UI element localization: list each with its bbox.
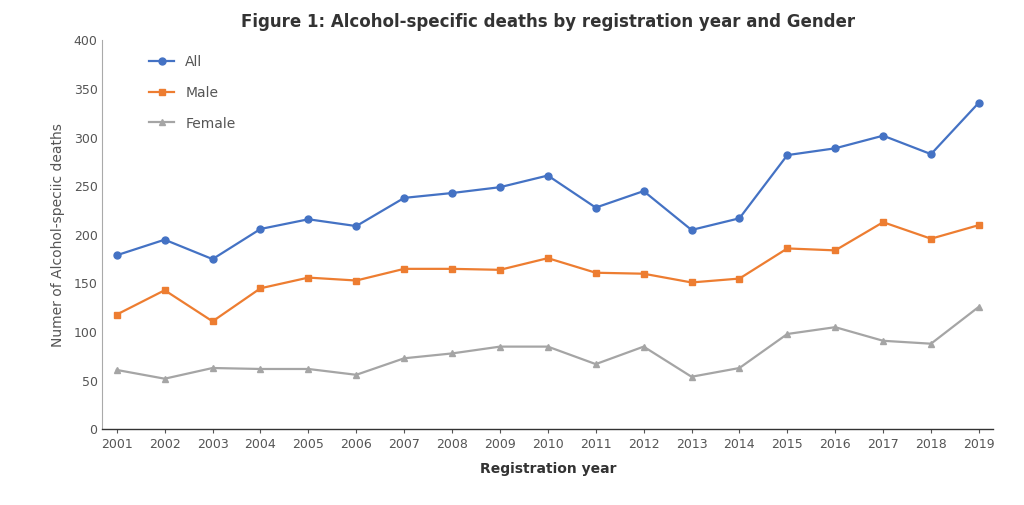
All — [590, 205, 602, 211]
All — [877, 133, 889, 139]
Male — [590, 270, 602, 276]
Female — [638, 343, 650, 349]
Female — [685, 374, 697, 380]
Male — [638, 271, 650, 277]
Y-axis label: Numer of Alcohol-speciic deaths: Numer of Alcohol-speciic deaths — [51, 123, 66, 347]
All — [685, 227, 697, 233]
Male — [207, 318, 219, 324]
Female — [254, 366, 266, 372]
All — [542, 173, 554, 179]
Female — [781, 331, 794, 337]
Female — [207, 365, 219, 371]
Female — [398, 355, 411, 361]
Male — [494, 267, 506, 273]
All — [350, 223, 362, 229]
Female — [925, 341, 937, 347]
Male — [445, 266, 458, 272]
All — [111, 252, 123, 258]
Line: Female: Female — [114, 304, 982, 382]
All — [829, 145, 842, 152]
Male — [973, 222, 985, 228]
Female — [877, 338, 889, 344]
Line: All: All — [114, 99, 982, 263]
All — [925, 151, 937, 157]
Male — [398, 266, 411, 272]
All — [398, 195, 411, 201]
Female — [111, 367, 123, 373]
Male — [925, 236, 937, 242]
Line: Male: Male — [114, 219, 982, 325]
Male — [542, 255, 554, 261]
All — [973, 99, 985, 106]
All — [207, 256, 219, 262]
All — [254, 226, 266, 232]
Male — [733, 276, 745, 282]
All — [638, 188, 650, 194]
Female — [542, 343, 554, 349]
Male — [685, 279, 697, 285]
Male — [350, 277, 362, 283]
All — [733, 215, 745, 221]
All — [494, 184, 506, 190]
All — [159, 237, 171, 243]
Female — [350, 372, 362, 378]
Male — [829, 247, 842, 254]
X-axis label: Registration year: Registration year — [479, 463, 616, 476]
Male — [111, 312, 123, 318]
All — [445, 190, 458, 196]
Female — [159, 376, 171, 382]
Female — [829, 324, 842, 330]
Male — [254, 285, 266, 291]
Female — [494, 343, 506, 349]
Female — [445, 350, 458, 357]
Male — [781, 245, 794, 251]
Female — [302, 366, 314, 372]
All — [302, 216, 314, 222]
Male — [302, 275, 314, 281]
Title: Figure 1: Alcohol-specific deaths by registration year and Gender: Figure 1: Alcohol-specific deaths by reg… — [241, 13, 855, 30]
Legend: All, Male, Female: All, Male, Female — [145, 51, 240, 135]
Female — [590, 361, 602, 367]
Female — [733, 365, 745, 371]
Female — [973, 304, 985, 310]
Male — [877, 219, 889, 225]
All — [781, 152, 794, 158]
Male — [159, 287, 171, 293]
